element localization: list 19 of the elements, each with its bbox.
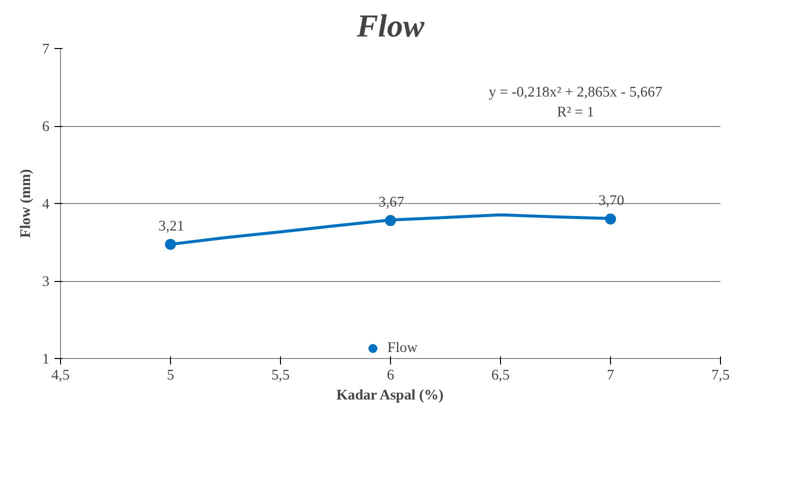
y-tick-label: 3: [42, 274, 50, 290]
x-tick-label: 5,5: [271, 368, 290, 384]
y-tick-label: 7: [42, 42, 50, 58]
y-tick-label: 1: [42, 352, 50, 368]
annotation: y = -0,218x² + 2,865x - 5,667: [488, 84, 662, 100]
x-tick-label: 6,5: [491, 368, 510, 384]
x-tick-label: 4,5: [51, 368, 70, 384]
x-axis-title: Kadar Aspal (%): [336, 388, 444, 404]
data-label: 3,21: [158, 218, 184, 234]
y-axis-title: Flow (mm): [18, 168, 34, 238]
chart-title: Flow: [356, 8, 425, 44]
y-tick-label: 4: [42, 196, 50, 212]
y-tick-label: 6: [42, 119, 50, 135]
legend-label: Flow: [387, 340, 418, 356]
x-tick-label: 6: [386, 368, 394, 384]
x-tick-label: 7,5: [711, 368, 730, 384]
x-tick-label: 5: [166, 368, 174, 384]
annotation: R² = 1: [556, 104, 594, 120]
x-tick-label: 7: [606, 368, 614, 384]
